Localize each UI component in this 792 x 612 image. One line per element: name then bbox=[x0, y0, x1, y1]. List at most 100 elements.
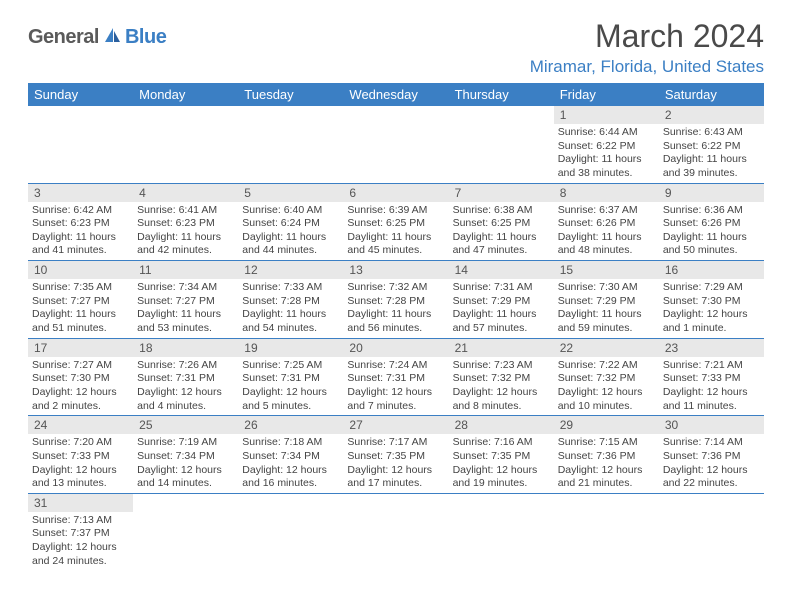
day-content: Sunrise: 7:27 AMSunset: 7:30 PMDaylight:… bbox=[28, 357, 133, 416]
day-number: 2 bbox=[659, 106, 764, 124]
day-line-ss: Sunset: 6:26 PM bbox=[663, 217, 760, 231]
day-line-d1: Daylight: 12 hours bbox=[347, 464, 444, 478]
day-line-d1: Daylight: 11 hours bbox=[663, 153, 760, 167]
day-number: 19 bbox=[238, 339, 343, 357]
day-line-sr: Sunrise: 7:30 AM bbox=[558, 281, 655, 295]
day-line-d1: Daylight: 11 hours bbox=[453, 231, 550, 245]
day-line-ss: Sunset: 7:36 PM bbox=[663, 450, 760, 464]
day-line-d2: and 2 minutes. bbox=[32, 400, 129, 414]
day-content: Sunrise: 7:29 AMSunset: 7:30 PMDaylight:… bbox=[659, 279, 764, 338]
day-number: 7 bbox=[449, 184, 554, 202]
day-line-d1: Daylight: 11 hours bbox=[242, 231, 339, 245]
day-line-ss: Sunset: 7:31 PM bbox=[347, 372, 444, 386]
day-cell: 3Sunrise: 6:42 AMSunset: 6:23 PMDaylight… bbox=[28, 184, 133, 261]
day-line-ss: Sunset: 7:30 PM bbox=[32, 372, 129, 386]
day-line-sr: Sunrise: 7:17 AM bbox=[347, 436, 444, 450]
day-number: 8 bbox=[554, 184, 659, 202]
day-number: 15 bbox=[554, 261, 659, 279]
day-line-d1: Daylight: 11 hours bbox=[137, 231, 234, 245]
day-line-sr: Sunrise: 7:32 AM bbox=[347, 281, 444, 295]
day-cell: 1Sunrise: 6:44 AMSunset: 6:22 PMDaylight… bbox=[554, 106, 659, 183]
week-row: 24Sunrise: 7:20 AMSunset: 7:33 PMDayligh… bbox=[28, 416, 764, 494]
day-line-sr: Sunrise: 7:33 AM bbox=[242, 281, 339, 295]
day-line-d1: Daylight: 12 hours bbox=[453, 386, 550, 400]
day-line-sr: Sunrise: 7:20 AM bbox=[32, 436, 129, 450]
day-line-d2: and 41 minutes. bbox=[32, 244, 129, 258]
day-line-d1: Daylight: 12 hours bbox=[558, 386, 655, 400]
day-cell: 2Sunrise: 6:43 AMSunset: 6:22 PMDaylight… bbox=[659, 106, 764, 183]
day-line-d2: and 53 minutes. bbox=[137, 322, 234, 336]
day-number: 4 bbox=[133, 184, 238, 202]
day-line-sr: Sunrise: 6:39 AM bbox=[347, 204, 444, 218]
day-number: 22 bbox=[554, 339, 659, 357]
day-number: 21 bbox=[449, 339, 554, 357]
day-cell bbox=[238, 494, 343, 571]
day-line-ss: Sunset: 6:23 PM bbox=[32, 217, 129, 231]
day-content: Sunrise: 6:37 AMSunset: 6:26 PMDaylight:… bbox=[554, 202, 659, 261]
day-line-d2: and 5 minutes. bbox=[242, 400, 339, 414]
day-number: 27 bbox=[343, 416, 448, 434]
day-cell: 16Sunrise: 7:29 AMSunset: 7:30 PMDayligh… bbox=[659, 261, 764, 338]
weekday-header: Saturday bbox=[659, 83, 764, 106]
day-line-ss: Sunset: 6:25 PM bbox=[453, 217, 550, 231]
day-cell: 18Sunrise: 7:26 AMSunset: 7:31 PMDayligh… bbox=[133, 339, 238, 416]
day-cell: 23Sunrise: 7:21 AMSunset: 7:33 PMDayligh… bbox=[659, 339, 764, 416]
day-line-sr: Sunrise: 7:29 AM bbox=[663, 281, 760, 295]
day-line-d1: Daylight: 11 hours bbox=[347, 231, 444, 245]
day-number: 17 bbox=[28, 339, 133, 357]
day-line-d1: Daylight: 12 hours bbox=[32, 386, 129, 400]
day-line-d2: and 8 minutes. bbox=[453, 400, 550, 414]
day-number: 26 bbox=[238, 416, 343, 434]
day-line-ss: Sunset: 6:26 PM bbox=[558, 217, 655, 231]
day-line-ss: Sunset: 7:32 PM bbox=[453, 372, 550, 386]
day-line-d1: Daylight: 12 hours bbox=[32, 464, 129, 478]
logo: General Blue bbox=[28, 26, 166, 49]
day-line-ss: Sunset: 6:24 PM bbox=[242, 217, 339, 231]
day-cell bbox=[659, 494, 764, 571]
day-content: Sunrise: 7:35 AMSunset: 7:27 PMDaylight:… bbox=[28, 279, 133, 338]
day-line-d1: Daylight: 12 hours bbox=[137, 464, 234, 478]
day-line-d2: and 38 minutes. bbox=[558, 167, 655, 181]
day-cell: 13Sunrise: 7:32 AMSunset: 7:28 PMDayligh… bbox=[343, 261, 448, 338]
day-line-sr: Sunrise: 7:24 AM bbox=[347, 359, 444, 373]
day-line-sr: Sunrise: 6:40 AM bbox=[242, 204, 339, 218]
day-number: 28 bbox=[449, 416, 554, 434]
day-content: Sunrise: 7:17 AMSunset: 7:35 PMDaylight:… bbox=[343, 434, 448, 493]
day-cell: 14Sunrise: 7:31 AMSunset: 7:29 PMDayligh… bbox=[449, 261, 554, 338]
day-number: 18 bbox=[133, 339, 238, 357]
day-line-sr: Sunrise: 7:16 AM bbox=[453, 436, 550, 450]
day-number: 25 bbox=[133, 416, 238, 434]
day-line-d2: and 16 minutes. bbox=[242, 477, 339, 491]
day-cell: 27Sunrise: 7:17 AMSunset: 7:35 PMDayligh… bbox=[343, 416, 448, 493]
day-content: Sunrise: 6:43 AMSunset: 6:22 PMDaylight:… bbox=[659, 124, 764, 183]
day-line-d1: Daylight: 11 hours bbox=[558, 153, 655, 167]
day-cell: 6Sunrise: 6:39 AMSunset: 6:25 PMDaylight… bbox=[343, 184, 448, 261]
day-content: Sunrise: 6:40 AMSunset: 6:24 PMDaylight:… bbox=[238, 202, 343, 261]
day-cell bbox=[133, 106, 238, 183]
week-row: 17Sunrise: 7:27 AMSunset: 7:30 PMDayligh… bbox=[28, 339, 764, 417]
weekday-header: Friday bbox=[554, 83, 659, 106]
day-line-d2: and 42 minutes. bbox=[137, 244, 234, 258]
day-line-ss: Sunset: 7:36 PM bbox=[558, 450, 655, 464]
day-line-sr: Sunrise: 6:38 AM bbox=[453, 204, 550, 218]
day-line-ss: Sunset: 7:35 PM bbox=[347, 450, 444, 464]
day-number: 13 bbox=[343, 261, 448, 279]
day-line-d2: and 1 minute. bbox=[663, 322, 760, 336]
day-line-sr: Sunrise: 7:14 AM bbox=[663, 436, 760, 450]
week-row: 10Sunrise: 7:35 AMSunset: 7:27 PMDayligh… bbox=[28, 261, 764, 339]
day-line-ss: Sunset: 7:35 PM bbox=[453, 450, 550, 464]
day-content: Sunrise: 6:38 AMSunset: 6:25 PMDaylight:… bbox=[449, 202, 554, 261]
day-line-ss: Sunset: 7:37 PM bbox=[32, 527, 129, 541]
day-line-sr: Sunrise: 6:43 AM bbox=[663, 126, 760, 140]
day-line-d2: and 51 minutes. bbox=[32, 322, 129, 336]
day-line-sr: Sunrise: 7:15 AM bbox=[558, 436, 655, 450]
day-cell: 15Sunrise: 7:30 AMSunset: 7:29 PMDayligh… bbox=[554, 261, 659, 338]
day-line-sr: Sunrise: 6:36 AM bbox=[663, 204, 760, 218]
day-content: Sunrise: 6:44 AMSunset: 6:22 PMDaylight:… bbox=[554, 124, 659, 183]
day-line-d2: and 14 minutes. bbox=[137, 477, 234, 491]
day-line-d2: and 54 minutes. bbox=[242, 322, 339, 336]
day-line-ss: Sunset: 7:29 PM bbox=[558, 295, 655, 309]
day-line-ss: Sunset: 7:29 PM bbox=[453, 295, 550, 309]
day-content: Sunrise: 7:14 AMSunset: 7:36 PMDaylight:… bbox=[659, 434, 764, 493]
day-line-sr: Sunrise: 7:35 AM bbox=[32, 281, 129, 295]
